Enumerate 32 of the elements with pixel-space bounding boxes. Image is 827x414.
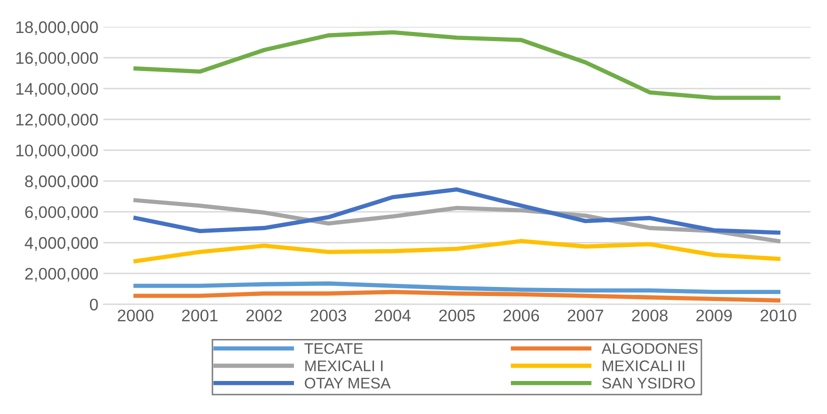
y-tick-label: 4,000,000 [24, 237, 98, 251]
line-series [133, 187, 780, 235]
x-tick-label: 2003 [310, 310, 346, 322]
line-series [133, 281, 780, 294]
y-tick-label: 14,000,000 [16, 82, 98, 97]
legend-label: MEXICALI I [305, 360, 382, 372]
x-tick-label: 2001 [182, 310, 218, 322]
y-tick-label: 8,000,000 [25, 175, 98, 190]
y-tick-label: 2,000,000 [25, 268, 98, 282]
y-tick-label: 10,000,000 [16, 144, 98, 158]
y-tick-label: 0 [90, 298, 98, 310]
x-tick-label: 2009 [696, 310, 732, 322]
y-tick-label: 18,000,000 [16, 21, 98, 36]
line-series [133, 239, 780, 264]
legend-label: TECATE [304, 343, 363, 354]
line-series [133, 290, 780, 303]
line-series [133, 30, 780, 100]
x-tick-label: 2007 [568, 310, 604, 322]
legend-label: SAN YSIDRO [602, 378, 695, 389]
legend-label: OTAY MESA [304, 378, 391, 389]
y-tick-label: 16,000,000 [16, 52, 98, 66]
y-tick-label: 6,000,000 [25, 206, 98, 220]
x-tick-label: 2000 [118, 310, 154, 322]
x-tick-label: 2010 [760, 310, 796, 322]
x-tick-label: 2002 [246, 310, 282, 322]
x-tick-label: 2005 [439, 310, 475, 322]
x-tick-label: 2008 [632, 310, 668, 322]
legend-label: ALGODONES [602, 343, 698, 354]
legend-label: MEXICALI II [602, 360, 684, 372]
x-tick-label: 2006 [504, 310, 540, 322]
y-tick-label: 12,000,000 [16, 114, 98, 128]
x-tick-label: 2004 [374, 310, 411, 322]
